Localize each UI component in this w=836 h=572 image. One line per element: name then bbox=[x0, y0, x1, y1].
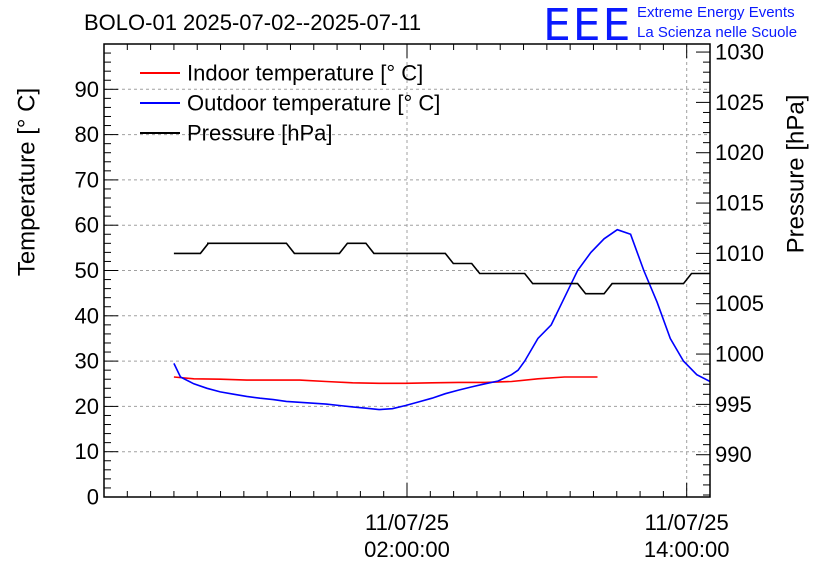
y2-tick-label: 1005 bbox=[715, 291, 764, 316]
y2-axis-label: Pressure [hPa] bbox=[782, 95, 809, 254]
y-tick-label: 10 bbox=[75, 439, 99, 464]
x-tick-date-label: 11/07/25 bbox=[645, 510, 729, 535]
org-name-line2: La Scienza nelle Scuole bbox=[637, 24, 798, 41]
y-tick-label: 40 bbox=[75, 303, 99, 328]
y2-tick-label: 1020 bbox=[715, 140, 764, 165]
y-tick-label: 50 bbox=[75, 258, 99, 283]
y-tick-label: 20 bbox=[75, 394, 99, 419]
y2-tick-label: 990 bbox=[715, 442, 752, 467]
grid-lines bbox=[104, 44, 710, 497]
y-tick-label: 0 bbox=[87, 485, 99, 510]
y-tick-label: 70 bbox=[75, 167, 99, 192]
legend-entry: Indoor temperature [° C] bbox=[187, 61, 423, 86]
y2-tick-label: 995 bbox=[715, 392, 752, 417]
y-tick-label: 60 bbox=[75, 213, 99, 238]
org-name-line1: Extreme Energy Events bbox=[637, 4, 795, 21]
x-tick-time-label: 14:00:00 bbox=[644, 537, 730, 562]
y2-tick-label: 1015 bbox=[715, 191, 764, 216]
y2-tick-label: 1030 bbox=[715, 40, 764, 65]
x-tick-time-label: 02:00:00 bbox=[364, 537, 450, 562]
legend-entry: Pressure [hPa] bbox=[187, 121, 333, 146]
series-line-2 bbox=[173, 242, 710, 295]
eee-logo: EEE bbox=[543, 0, 633, 51]
x-tick-date-label: 11/07/25 bbox=[365, 510, 449, 535]
y2-tick-label: 1000 bbox=[715, 342, 764, 367]
y-axis-label: Temperature [° C] bbox=[13, 88, 40, 276]
legend: Indoor temperature [° C] Outdoor temperat… bbox=[140, 61, 440, 146]
y-tick-label: 90 bbox=[75, 77, 99, 102]
series-line-0 bbox=[173, 376, 598, 385]
axes: 0102030405060708090990995100010051010101… bbox=[75, 40, 764, 562]
y2-tick-label: 1025 bbox=[715, 90, 764, 115]
series-line-1 bbox=[173, 228, 711, 411]
y-tick-label: 30 bbox=[75, 349, 99, 374]
chart-title: BOLO-01 2025-07-02--2025-07-11 bbox=[84, 10, 422, 35]
y2-tick-label: 1010 bbox=[715, 241, 764, 266]
legend-entry: Outdoor temperature [° C] bbox=[187, 91, 440, 116]
y-tick-label: 80 bbox=[75, 122, 99, 147]
series-lines bbox=[173, 228, 711, 411]
